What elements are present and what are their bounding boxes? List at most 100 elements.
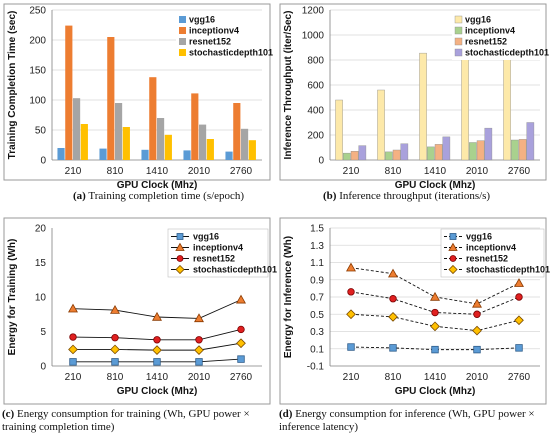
caption-d-text-2: inference latency): [279, 421, 359, 433]
x-axis-title-d: GPU Clock (Mhz): [395, 386, 476, 397]
bar-vgg16-210: [335, 99, 343, 161]
point-inceptionv4-1410: [152, 311, 162, 321]
legend-marker-stochasticdepth101: [175, 264, 185, 275]
legend-b: [452, 12, 544, 60]
bar-stochasticdepth101-210: [80, 124, 88, 160]
y-axis-title-b: Inference Throughput (iter/Sec): [283, 11, 294, 160]
x-tick-label-b: 2760: [508, 166, 531, 177]
legend-swatch-inceptionv4: [454, 26, 463, 35]
legend-label-resnet152: resnet152: [466, 254, 508, 264]
bar-stochasticdepth101-210: [358, 145, 367, 161]
caption-c-text: Energy consumption for training (Wh, GPU…: [14, 408, 250, 420]
point-vgg16-1410: [153, 358, 161, 366]
y-tick-label-b: 0: [318, 156, 324, 167]
x-tick-label-d: 2760: [508, 372, 531, 383]
bar-vgg16-2760: [225, 151, 233, 160]
x-tick-label-d: 210: [343, 372, 360, 383]
y-tick-label-d: 0.9: [310, 275, 324, 286]
bar-inceptionv4-1410: [149, 77, 157, 160]
legend-marker-resnet152: [176, 255, 184, 262]
y-axis-title-c: Energy for Training (Wh): [7, 239, 18, 356]
bar-stochasticdepth101-810: [122, 127, 130, 160]
legend-label-stochasticdepth101: stochasticdepth101: [189, 48, 273, 58]
x-tick-label-a: 210: [65, 166, 82, 177]
bar-vgg16-810: [99, 148, 107, 160]
legend-label-inceptionv4: inceptionv4: [465, 26, 515, 36]
point-resnet152-210: [347, 288, 355, 296]
y-tick-label-c: 5: [40, 327, 46, 338]
point-inceptionv4-810: [110, 304, 120, 314]
bar-vgg16-1410: [141, 149, 149, 160]
point-stochasticdepth101-210: [68, 344, 78, 355]
x-tick-label-d: 810: [385, 372, 402, 383]
bar-inceptionv4-2010: [191, 93, 199, 160]
point-stochasticdepth101-2760: [514, 315, 524, 326]
point-vgg16-2760: [237, 355, 245, 363]
legend-swatch-resnet152: [179, 38, 186, 45]
legend-swatch-inceptionv4: [179, 27, 186, 34]
y-tick-label-a: 150: [29, 66, 46, 77]
y-tick-label-a: 250: [29, 6, 46, 17]
y-tick-label-a: 50: [35, 126, 47, 137]
point-stochasticdepth101-2760: [236, 338, 246, 349]
x-tick-label-c: 810: [107, 372, 124, 383]
point-vgg16-810: [111, 358, 119, 366]
point-resnet152-2760: [237, 325, 245, 334]
caption-b: (b) Inference throughput (iterations/s): [323, 190, 543, 203]
y-tick-label-c: 10: [35, 293, 47, 304]
point-resnet152-1410: [153, 336, 161, 344]
point-resnet152-810: [389, 295, 397, 303]
point-vgg16-1410: [431, 345, 439, 354]
legend-d: [440, 228, 545, 278]
legend-swatch-vgg16: [179, 16, 186, 23]
legend-marker-resnet152: [449, 255, 457, 262]
legend-swatch-stochasticdepth101: [179, 49, 186, 56]
bar-resnet152-210: [73, 98, 81, 160]
y-tick-label-c: 20: [35, 224, 47, 235]
y-tick-label-d: 0.1: [310, 344, 324, 355]
bar-stochasticdepth101-810: [400, 143, 409, 161]
caption-a-text: Training completion time (s/epoch): [85, 190, 245, 202]
legend-label-vgg16: vgg16: [466, 232, 492, 242]
caption-b-label: (b): [323, 190, 337, 202]
legend-label-stochasticdepth101: stochasticdepth101: [466, 265, 550, 275]
legend-label-stochasticdepth101: stochasticdepth101: [465, 48, 549, 58]
y-tick-label-d: 0.3: [310, 327, 324, 338]
y-tick-label-b: 1200: [302, 6, 325, 17]
x-tick-label-c: 2760: [230, 372, 253, 383]
point-resnet152-2010: [473, 310, 481, 318]
point-inceptionv4-210: [68, 303, 78, 313]
y-tick-label-b: 600: [307, 81, 324, 92]
bar-inceptionv4-810: [385, 151, 393, 161]
bar-stochasticdepth101-2010: [206, 139, 214, 160]
caption-c-text-2: training completion time): [2, 421, 115, 433]
legend-swatch-vgg16: [454, 15, 463, 24]
legend-c: [167, 228, 269, 278]
point-resnet152-810: [111, 334, 119, 342]
point-resnet152-2760: [515, 293, 523, 301]
legend-label-inceptionv4: inceptionv4: [466, 243, 516, 253]
y-tick-label-b: 800: [307, 56, 324, 67]
point-vgg16-2010: [195, 358, 203, 366]
point-stochasticdepth101-210: [346, 309, 356, 320]
bar-inceptionv4-2760: [233, 103, 241, 160]
legend-label-vgg16: vgg16: [465, 15, 491, 25]
series-line-vgg16: [350, 346, 520, 351]
legend-label-resnet152: resnet152: [465, 37, 507, 47]
point-inceptionv4-2010: [472, 298, 482, 308]
bar-resnet152-1410: [434, 144, 443, 161]
bar-stochasticdepth101-1410: [164, 134, 172, 160]
y-tick-label-d: 0.7: [310, 293, 324, 304]
point-inceptionv4-2010: [194, 313, 204, 323]
point-stochasticdepth101-1410: [430, 321, 440, 332]
x-tick-label-b: 810: [385, 166, 402, 177]
point-inceptionv4-2760: [514, 278, 524, 287]
caption-d-text: Energy consumption for inference (Wh, GP…: [292, 408, 535, 420]
x-tick-label-d: 1410: [424, 372, 447, 383]
bar-stochasticdepth101-2760: [248, 140, 256, 160]
point-stochasticdepth101-810: [110, 344, 120, 355]
